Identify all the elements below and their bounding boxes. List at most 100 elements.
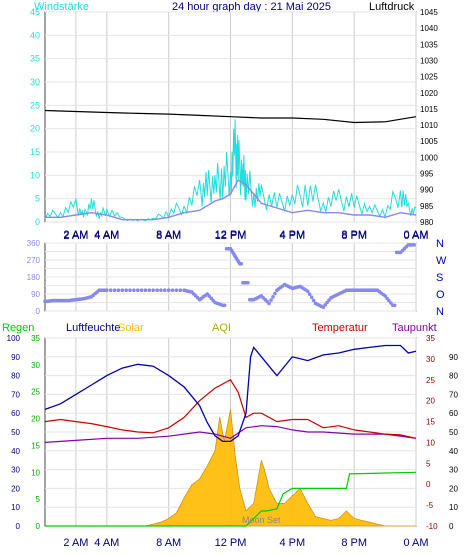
dewpoint-tick-label: 80 — [449, 372, 458, 381]
solar-area — [45, 409, 416, 527]
right-tick-label: 1000 — [420, 153, 438, 162]
rain-line — [45, 471, 417, 527]
legend-temperatur: Temperatur — [312, 322, 368, 334]
direction-point — [132, 288, 136, 293]
humidity-tick-label: 90 — [11, 353, 20, 362]
direction-point — [174, 288, 179, 293]
direction-point — [139, 288, 144, 293]
direction-point — [147, 288, 152, 293]
rain-tick-label: 30 — [31, 361, 40, 370]
right-tick-label: 995 — [420, 170, 434, 179]
humidity-line — [44, 344, 417, 443]
dewpoint-tick-label: 20 — [449, 484, 458, 493]
x-tick-label: 2 AM — [63, 229, 88, 241]
x-tick-label: 12 PM — [215, 537, 247, 549]
left-tick-label: 270 — [27, 256, 41, 265]
x-tick-label: 8 AM — [156, 229, 181, 241]
temperature-tick-label: 35 — [426, 334, 435, 343]
humidity-tick-label: 10 — [11, 503, 20, 512]
left-tick-label: 10 — [30, 170, 40, 180]
dewpoint-tick-label: 70 — [449, 390, 458, 399]
left-tick-label: 45 — [30, 7, 40, 17]
direction-point — [124, 288, 128, 293]
rain-tick-label: 25 — [31, 388, 40, 397]
right-tick-label: 1020 — [420, 89, 438, 98]
right-tick-label: 1040 — [420, 24, 438, 33]
chart-title: 24 hour graph day : 21 Mai 2025 — [172, 1, 331, 13]
direction-point — [383, 294, 387, 298]
temperature-tick-label: 5 — [426, 459, 431, 468]
temperature-line — [44, 379, 417, 439]
direction-point — [323, 303, 328, 307]
direction-point — [267, 301, 271, 306]
direction-point — [136, 288, 140, 293]
direction-point — [151, 288, 155, 293]
humidity-tick-label: 0 — [16, 522, 21, 531]
direction-point — [306, 289, 310, 294]
right-axis-title: Luftdruck — [369, 1, 415, 13]
direction-point — [112, 288, 117, 293]
right-tick-label: 1030 — [420, 56, 438, 65]
legend-taupunkt: Taupunkt — [392, 322, 437, 334]
left-tick-label: 20 — [30, 124, 40, 134]
direction-point — [246, 280, 250, 285]
right-tick-label: 980 — [420, 218, 434, 227]
direction-point — [155, 288, 159, 293]
x-tick-label: 4 AM — [94, 230, 119, 242]
left-tick-label: 25 — [30, 100, 40, 110]
x-tick-label: 4 AM — [94, 537, 119, 549]
dewpoint-tick-label: 30 — [449, 466, 458, 475]
compass-label: N — [436, 306, 444, 318]
dewpoint-tick-label: 50 — [449, 428, 458, 437]
direction-point — [128, 288, 132, 293]
rain-tick-label: 5 — [36, 495, 41, 504]
humidity-tick-label: 80 — [11, 372, 20, 381]
temperature-tick-label: 25 — [426, 376, 435, 385]
direction-point — [392, 303, 397, 308]
left-tick-label: 0 — [36, 307, 41, 316]
x-tick-label: 8 AM — [156, 230, 181, 242]
compass-label: S — [436, 272, 443, 284]
direction-point — [166, 288, 171, 293]
direction-point — [311, 298, 316, 303]
direction-point — [143, 288, 148, 293]
rain-tick-label: 20 — [31, 415, 40, 424]
direction-point — [412, 243, 416, 247]
direction-point — [108, 288, 113, 293]
direction-point — [271, 295, 275, 299]
temperature-tick-label: 0 — [426, 480, 431, 489]
right-tick-label: 990 — [420, 186, 434, 195]
moon-set-annotation: Moon Set — [242, 515, 281, 525]
direction-point — [387, 298, 391, 303]
x-tick-label: 12 PM — [215, 230, 247, 242]
compass-label: N — [436, 238, 444, 250]
temperature-tick-label: -5 — [426, 501, 434, 510]
x-tick-label: 2 AM — [63, 230, 88, 242]
pressure-line — [44, 109, 417, 124]
direction-point — [307, 292, 312, 297]
x-tick-label: 4 PM — [279, 229, 305, 241]
direction-point — [159, 288, 163, 293]
left-tick-label: 90 — [31, 290, 40, 299]
direction-point — [116, 288, 121, 293]
x-tick-label: 4 PM — [279, 537, 305, 549]
direction-point — [178, 288, 183, 293]
legend-regen: Regen — [2, 322, 34, 334]
humidity-tick-label: 50 — [11, 428, 20, 437]
legend-solar: Solar — [118, 322, 144, 334]
right-tick-label: 1025 — [420, 73, 438, 82]
legend-luftfeuchte: Luftfeuchte — [66, 322, 120, 334]
x-tick-label: 8 PM — [341, 230, 367, 242]
dewpoint-line — [44, 425, 417, 443]
left-tick-label: 360 — [27, 239, 41, 248]
wind-gust-line — [44, 119, 417, 222]
direction-point — [120, 288, 125, 293]
left-tick-label: 0 — [35, 217, 40, 227]
legend-aqi: AQI — [212, 322, 231, 334]
temperature-tick-label: 30 — [426, 355, 435, 364]
x-tick-label: 8 AM — [156, 537, 181, 549]
direction-point — [222, 303, 227, 308]
right-tick-label: 1005 — [420, 137, 438, 146]
left-tick-label: 5 — [35, 194, 40, 204]
